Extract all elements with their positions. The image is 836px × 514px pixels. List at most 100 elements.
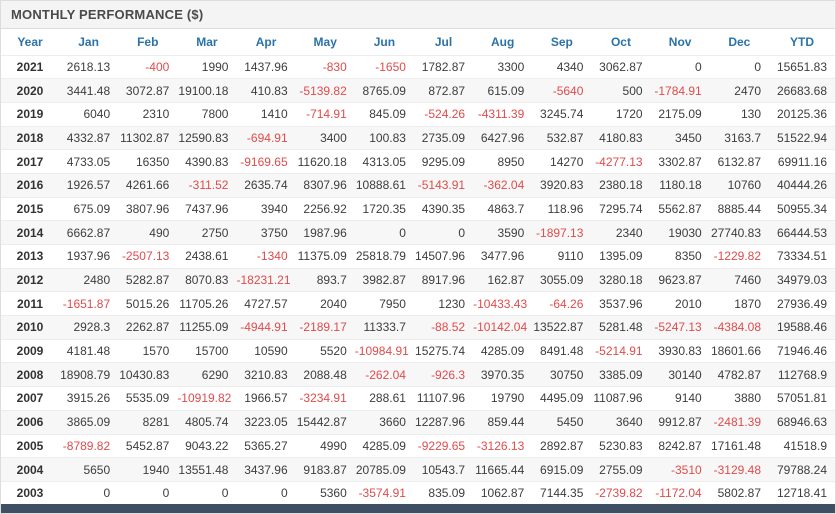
value-cell: 6427.96: [473, 126, 533, 151]
value-cell: 0: [413, 220, 474, 245]
header-row: Year Jan Feb Mar Apr May Jun Jul Aug Sep Oct Nov Dec…: [1, 29, 835, 56]
value-cell: 3441.48: [59, 78, 119, 103]
value-cell: 1870: [709, 291, 769, 317]
value-cell: 3302.87: [650, 149, 710, 174]
table-row-2014: 2014 6662.87 490 2750 3750 1987.96 0 0 3590 -1897…: [1, 220, 835, 245]
value-cell: 3865.09: [59, 410, 119, 435]
year-cell: 2015: [1, 197, 59, 222]
value-cell: 4390.35: [413, 197, 474, 222]
value-cell: 4495.09: [532, 386, 592, 411]
year-cell: 2006: [1, 410, 59, 435]
table-row-2009: 2009 4181.48 1570 15700 10590 5520 -10984.91 15…: [1, 339, 835, 364]
value-cell: 7295.74: [591, 197, 651, 222]
value-cell: 15275.74: [413, 339, 474, 364]
value-cell: 10888.61: [354, 173, 414, 198]
value-cell: 9183.87: [295, 457, 355, 482]
value-cell: 1990: [177, 55, 237, 80]
value-cell: 20125.36: [769, 102, 835, 127]
value-cell: 5562.87: [650, 197, 710, 222]
value-cell: 10590: [236, 339, 296, 364]
column-header-sep: Sep: [532, 29, 592, 56]
value-cell: 2010: [650, 291, 710, 317]
value-cell: 2310: [118, 102, 178, 127]
value-cell: -926.3: [413, 362, 474, 388]
value-cell: -3126.13: [473, 434, 533, 459]
value-cell: -2507.13: [118, 244, 178, 269]
value-cell: 3163.7: [709, 126, 769, 151]
value-cell: 19588.46: [769, 315, 835, 340]
value-cell: 2480: [59, 268, 119, 293]
value-cell: 15442.87: [295, 410, 355, 435]
value-cell: 4782.87: [709, 362, 769, 388]
value-cell: 615.09: [473, 78, 533, 103]
value-cell: 3930.83: [650, 339, 710, 364]
value-cell: 288.61: [354, 386, 414, 411]
value-cell: 57051.81: [769, 386, 835, 411]
column-header-year: Year: [1, 29, 59, 56]
year-cell: 2014: [1, 220, 59, 245]
value-cell: 3982.87: [354, 268, 414, 293]
value-cell: 3750: [236, 220, 296, 245]
value-cell: 7950: [354, 291, 414, 317]
value-cell: 20785.09: [354, 457, 414, 482]
value-cell: 9140: [650, 386, 710, 411]
year-cell: 2021: [1, 55, 59, 80]
value-cell: 859.44: [473, 410, 533, 435]
value-cell: 2618.13: [59, 55, 119, 80]
performance-table: Year Jan Feb Mar Apr May Jun Jul Aug Sep Oct Nov Dec…: [1, 29, 835, 504]
value-cell: 0: [236, 481, 296, 504]
value-cell: -362.04: [473, 173, 533, 198]
value-cell: 1570: [118, 339, 178, 364]
year-cell: 2012: [1, 268, 59, 293]
value-cell: 2635.74: [236, 173, 296, 198]
value-cell: -10433.43: [473, 291, 533, 317]
value-cell: 12718.41: [769, 481, 835, 504]
footer-bar: [1, 504, 835, 513]
value-cell: 2470: [709, 78, 769, 103]
column-header-feb: Feb: [118, 29, 178, 56]
value-cell: 3245.74: [532, 102, 592, 127]
value-cell: -10142.04: [473, 315, 533, 340]
year-cell: 2004: [1, 457, 59, 482]
value-cell: 18601.66: [709, 339, 769, 364]
value-cell: 3660: [354, 410, 414, 435]
value-cell: 3880: [709, 386, 769, 411]
value-cell: -1229.82: [709, 244, 769, 269]
value-cell: 11087.96: [591, 386, 651, 411]
table-row-2008: 2008 18908.79 10430.83 6290 3210.83 2088.48 -2…: [1, 362, 835, 388]
value-cell: 872.87: [413, 78, 474, 103]
value-cell: 8765.09: [354, 78, 414, 103]
value-cell: 1987.96: [295, 220, 355, 245]
value-cell: 18908.79: [59, 362, 119, 388]
table-row-2020: 2020 3441.48 3072.87 19100.18 410.83 -5139.82…: [1, 78, 835, 103]
value-cell: -714.91: [295, 102, 355, 127]
value-cell: -10919.82: [177, 386, 237, 411]
value-cell: 11333.7: [354, 315, 414, 340]
value-cell: 5450: [532, 410, 592, 435]
value-cell: 3400: [295, 126, 355, 151]
value-cell: 4340: [532, 55, 592, 80]
value-cell: 4733.05: [59, 149, 119, 174]
value-cell: 410.83: [236, 78, 296, 103]
value-cell: 8917.96: [413, 268, 474, 293]
value-cell: 1937.96: [59, 244, 119, 269]
value-cell: 11255.09: [177, 315, 237, 340]
panel-title-bar: MONTHLY PERFORMANCE ($): [1, 1, 835, 29]
value-cell: 11620.18: [295, 149, 355, 174]
value-cell: 3915.26: [59, 386, 119, 411]
value-cell: 15700: [177, 339, 237, 364]
table-row-2006: 2006 3865.09 8281 4805.74 3223.05 15442.87 366…: [1, 410, 835, 435]
value-cell: 13551.48: [177, 457, 237, 482]
year-cell: 2010: [1, 315, 59, 340]
value-cell: 5452.87: [118, 434, 178, 459]
value-cell: 5230.83: [591, 434, 651, 459]
value-cell: -1172.04: [650, 481, 710, 504]
value-cell: 2262.87: [118, 315, 178, 340]
value-cell: 3385.09: [591, 362, 651, 388]
value-cell: 71946.46: [769, 339, 835, 364]
value-cell: 1926.57: [59, 173, 119, 198]
table-row-2018: 2018 4332.87 11302.87 12590.83 -694.91 3400 10…: [1, 126, 835, 151]
value-cell: -9229.65: [413, 434, 474, 459]
value-cell: -694.91: [236, 126, 296, 151]
value-cell: -18231.21: [236, 268, 296, 293]
